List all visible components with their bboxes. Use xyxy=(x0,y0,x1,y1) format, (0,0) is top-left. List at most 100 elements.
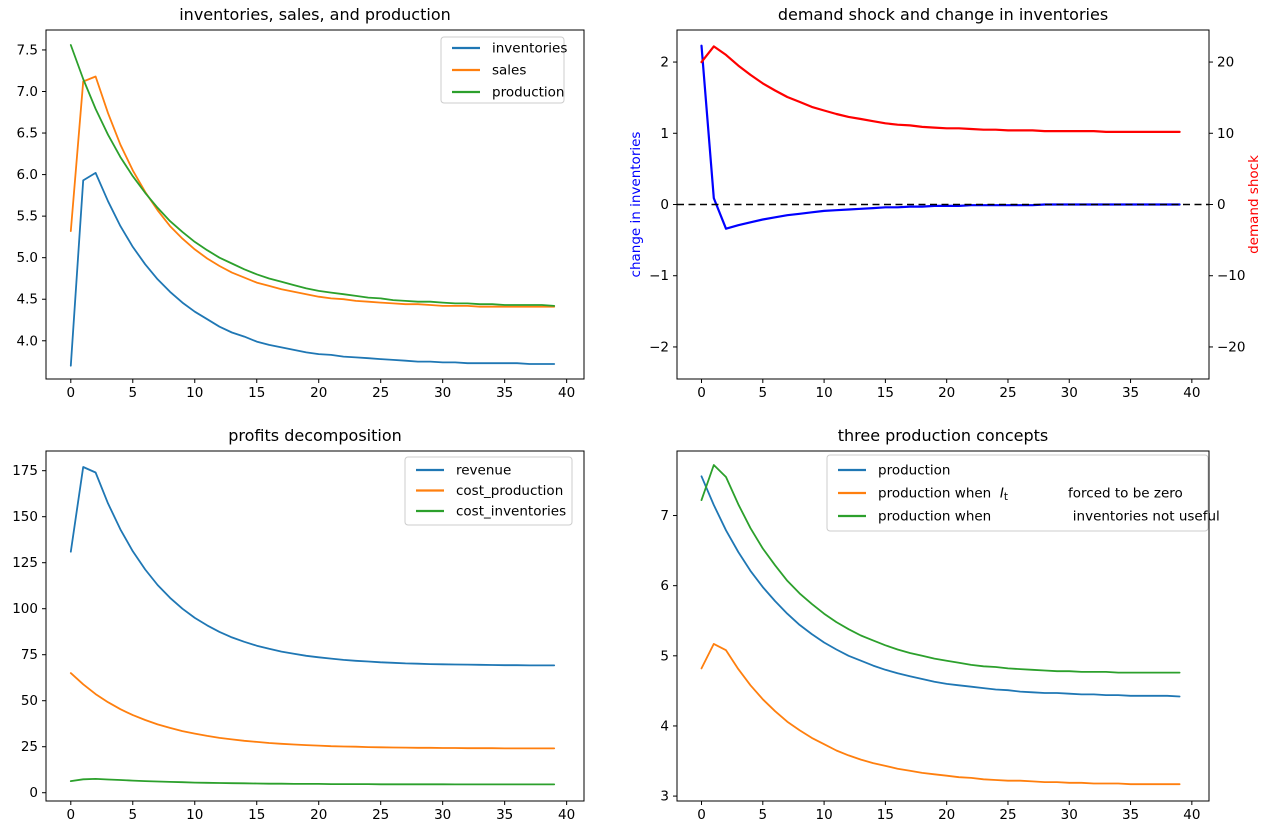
chart-title: three production concepts xyxy=(838,426,1049,445)
y-tick-label-left: 100 xyxy=(12,601,38,617)
x-tick-label: 30 xyxy=(1061,807,1078,823)
axes-frame xyxy=(45,29,585,380)
y-tick-label-left: 0 xyxy=(29,785,38,801)
x-tick-label: 30 xyxy=(1061,385,1078,401)
x-tick-label: 20 xyxy=(938,385,955,401)
series-line-cost-inventories xyxy=(69,778,556,786)
series-line-production xyxy=(69,44,556,307)
y-tick-label-right: 0 xyxy=(1217,197,1226,213)
y-tick-label-left: 5.0 xyxy=(17,250,38,266)
y-tick-label-left: 6 xyxy=(660,578,669,594)
x-tick-label: 40 xyxy=(1183,385,1200,401)
legend: inventories sales production xyxy=(440,36,567,104)
x-tick-label: 30 xyxy=(434,807,451,823)
y-axis-label-right: demand shock xyxy=(1246,155,1262,254)
legend-entry-label: cost_production xyxy=(456,483,563,499)
x-tick-label: 20 xyxy=(310,807,327,823)
y-tick-label-left: 7.0 xyxy=(17,84,38,100)
y-tick-label-left: 3 xyxy=(660,789,669,805)
legend-entry-label: production when inventories not useful xyxy=(878,509,1220,525)
x-tick-label: 10 xyxy=(816,385,833,401)
x-tick-label: 5 xyxy=(759,385,768,401)
y-tick-label-left: 5.5 xyxy=(17,209,38,225)
x-tick-label: 25 xyxy=(999,385,1016,401)
x-tick-label: 25 xyxy=(372,385,389,401)
legend-box xyxy=(404,456,573,526)
y-tick-label-right: −10 xyxy=(1217,268,1246,284)
y-tick-label-left: 150 xyxy=(12,509,38,525)
legend-entry-label: production xyxy=(878,463,951,479)
y-tick-label-left: −1 xyxy=(649,268,669,284)
series-line-cost-production xyxy=(69,672,556,750)
y-tick-label-right: 20 xyxy=(1217,55,1234,71)
x-tick-label: 35 xyxy=(1122,385,1139,401)
y-tick-label-left: 4.0 xyxy=(17,333,38,349)
x-tick-label: 35 xyxy=(496,807,513,823)
y-tick-label-right: 10 xyxy=(1217,126,1234,142)
y-tick-label-right: −20 xyxy=(1217,339,1246,355)
y-tick-label-left: 4 xyxy=(660,718,669,734)
x-tick-label: 40 xyxy=(1183,807,1200,823)
x-tick-label: 10 xyxy=(186,807,203,823)
series-line-demand-shock xyxy=(700,45,1181,133)
series-line-change-in-inventories xyxy=(700,44,1181,230)
legend-entry-label: revenue xyxy=(456,463,511,479)
y-tick-label-left: 50 xyxy=(21,693,38,709)
x-tick-label: 5 xyxy=(128,385,137,401)
y-tick-label-left: 75 xyxy=(21,647,38,663)
y-tick-label-left: 175 xyxy=(12,463,38,479)
y-tick-label-left: 0 xyxy=(660,197,669,213)
series-line-revenue xyxy=(69,466,556,667)
y-tick-label-left: −2 xyxy=(649,339,669,355)
y-axis-label-left: change in inventories xyxy=(628,132,644,278)
x-tick-label: 25 xyxy=(372,807,389,823)
y-tick-label-left: 1 xyxy=(660,126,669,142)
x-tick-label: 40 xyxy=(558,385,575,401)
legend: revenue cost_production cost_inventories xyxy=(404,456,573,526)
x-tick-label: 5 xyxy=(128,807,137,823)
axes-frame xyxy=(45,450,585,802)
y-tick-label-left: 7 xyxy=(660,508,669,524)
y-tick-label-left: 2 xyxy=(660,55,669,71)
axes-frame xyxy=(676,450,1210,802)
legend-entry-label: inventories xyxy=(492,41,567,57)
axes-frame xyxy=(676,29,1210,380)
chart-title: profits decomposition xyxy=(228,426,402,445)
x-tick-label: 35 xyxy=(1122,807,1139,823)
chart-title: inventories, sales, and production xyxy=(179,5,451,24)
x-tick-label: 15 xyxy=(877,385,894,401)
y-tick-label-left: 5 xyxy=(660,648,669,664)
series-line-inventories xyxy=(69,171,556,367)
legend-entry-label: production when It forced to be zero xyxy=(878,486,1183,504)
legend-box xyxy=(826,454,1209,532)
chart-profits-decomposition: profits decomposition 0 5 10 15 20 25 30 35 40 0 25… xyxy=(12,426,585,823)
legend-entry-label: sales xyxy=(492,63,526,79)
x-tick-label: 35 xyxy=(496,385,513,401)
legend-box xyxy=(440,36,565,104)
y-tick-label-left: 6.5 xyxy=(17,126,38,142)
y-tick-label-left: 125 xyxy=(12,555,38,571)
series-line-production-when-i-t-forced-to-be-zero xyxy=(700,643,1181,786)
x-tick-label: 20 xyxy=(938,807,955,823)
x-tick-label: 0 xyxy=(697,385,706,401)
x-tick-label: 25 xyxy=(999,807,1016,823)
x-tick-label: 5 xyxy=(759,807,768,823)
chart-inventories-sales-production: inventories, sales, and production 0 5 10 15… xyxy=(17,5,585,401)
y-tick-label-left: 4.5 xyxy=(17,292,38,308)
x-tick-label: 10 xyxy=(816,807,833,823)
x-tick-label: 20 xyxy=(310,385,327,401)
y-tick-label-left: 7.5 xyxy=(17,42,38,58)
x-tick-label: 0 xyxy=(66,807,75,823)
x-tick-label: 15 xyxy=(248,807,265,823)
x-tick-label: 0 xyxy=(66,385,75,401)
x-tick-label: 40 xyxy=(558,807,575,823)
x-tick-label: 15 xyxy=(248,385,265,401)
series-line-production-when-inventories-not-useful xyxy=(700,464,1181,674)
y-tick-label-left: 25 xyxy=(21,739,38,755)
x-tick-label: 0 xyxy=(697,807,706,823)
y-tick-label-left: 6.0 xyxy=(17,167,38,183)
